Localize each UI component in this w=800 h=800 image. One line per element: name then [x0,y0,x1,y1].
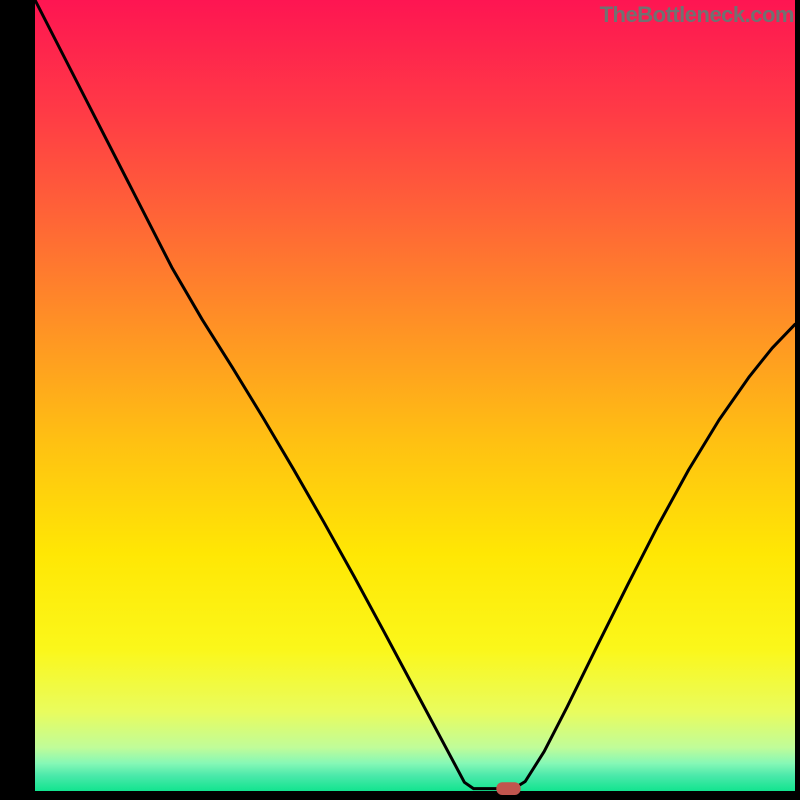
chart-border-left [0,0,35,800]
chart-container: TheBottleneck.com [0,0,800,800]
plot-background [35,0,795,791]
optimal-marker [496,782,520,795]
chart-border-right [795,0,800,800]
watermark-text: TheBottleneck.com [600,2,794,28]
chart-border-bottom [0,791,800,800]
bottleneck-chart [0,0,800,800]
